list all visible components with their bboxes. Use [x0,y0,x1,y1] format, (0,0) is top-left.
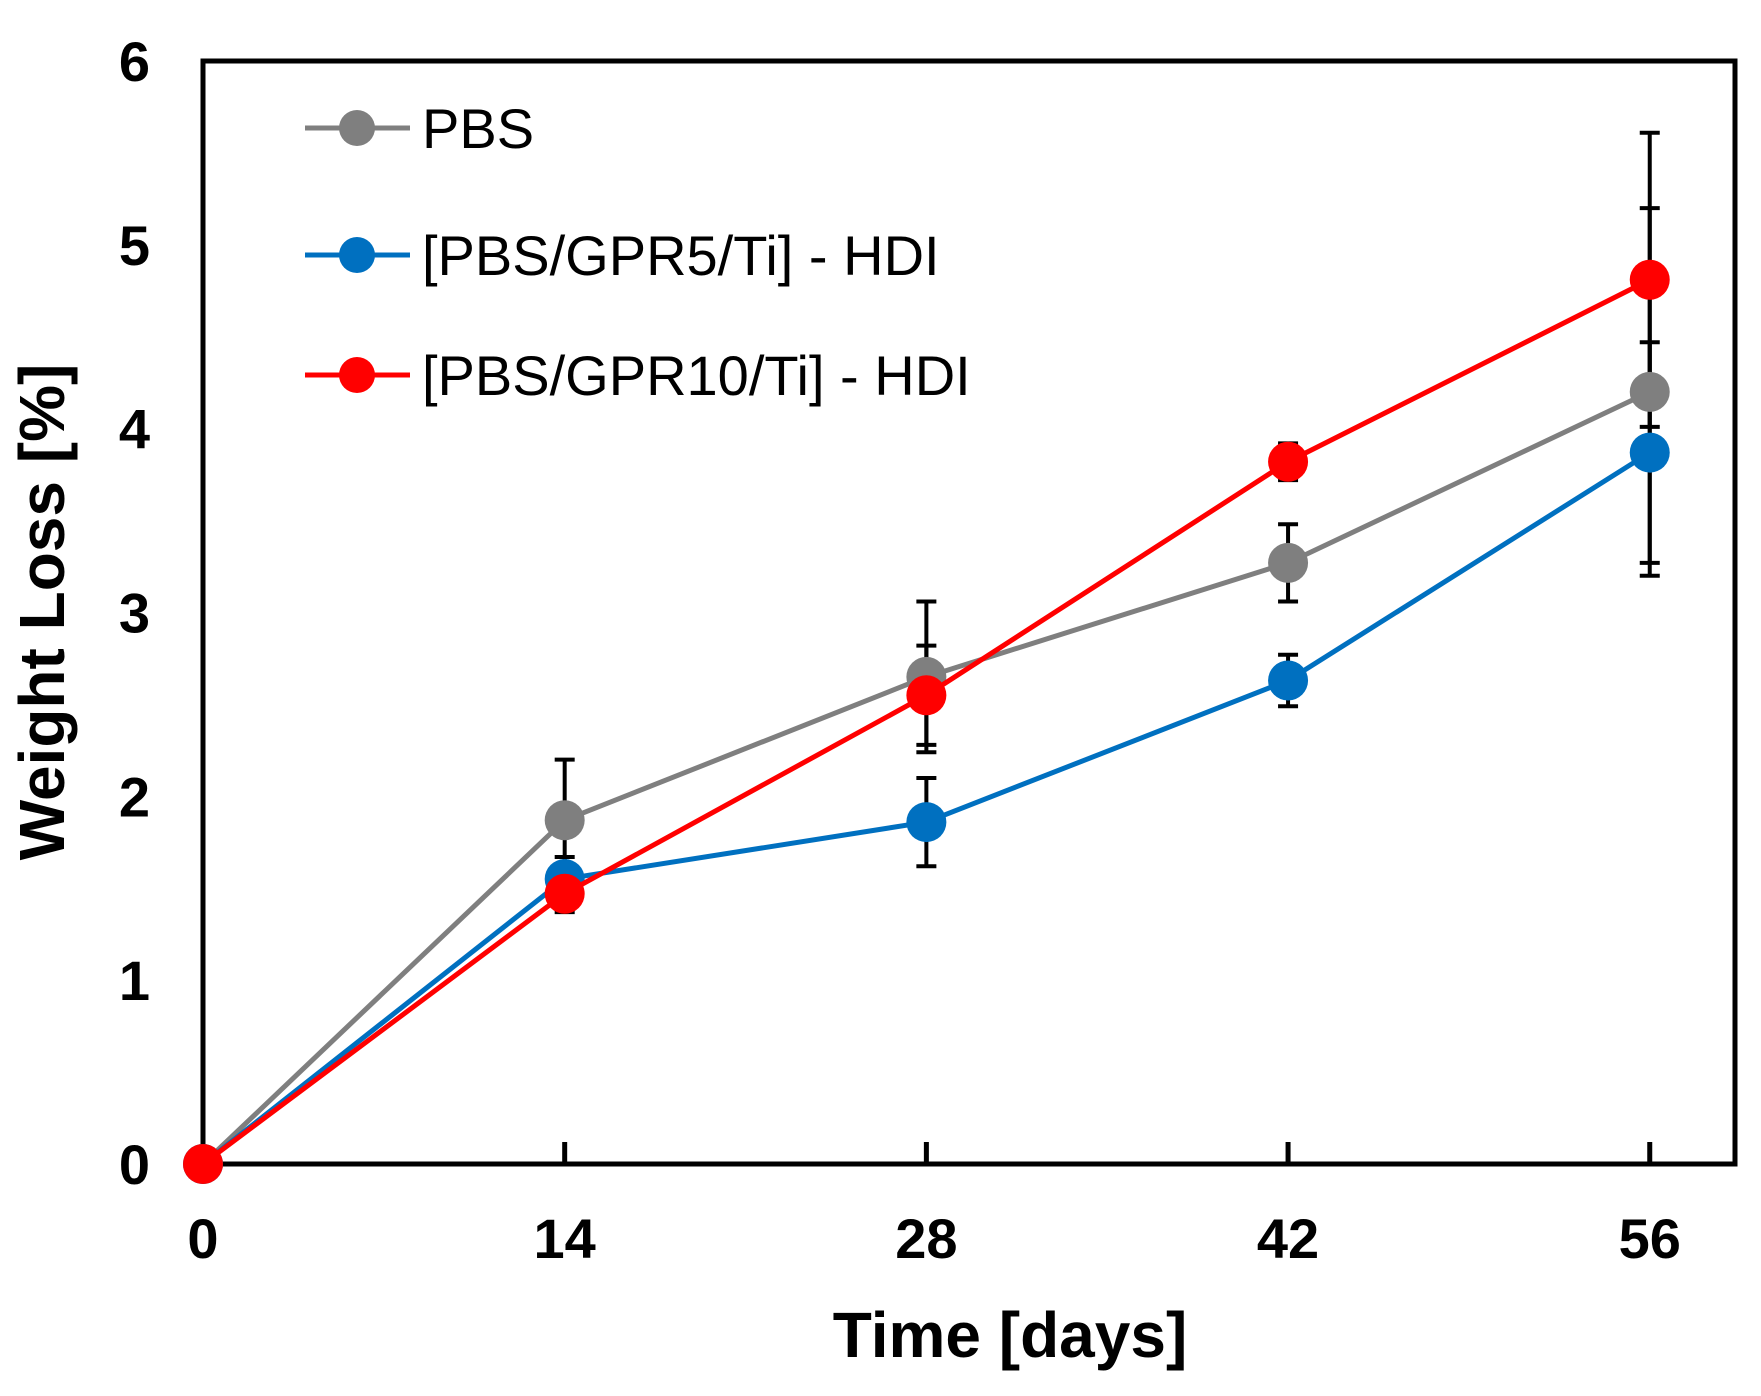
y-tick-label: 0 [119,1133,150,1196]
data-point [1268,660,1309,701]
x-tick-label: 14 [534,1207,596,1270]
y-axis-title: Weight Loss [%] [6,364,78,861]
y-tick-label: 6 [119,30,150,93]
error-bars-series-0 [554,206,1660,883]
data-point [544,800,585,841]
legend-marker-swatch [339,110,375,146]
x-tick-label: 42 [1257,1207,1319,1270]
data-point [544,873,585,914]
legend-marker-swatch [339,237,375,273]
legend-label: [PBS/GPR10/Ti] - HDI [422,344,971,407]
legend-entry-2: [PBS/GPR10/Ti] - HDI [305,344,971,407]
x-tick-label: 0 [187,1207,218,1270]
data-point [1629,432,1670,473]
data-point [1629,259,1670,300]
series-1 [183,432,1670,1184]
data-point [1268,441,1309,482]
y-tick-label: 1 [119,949,150,1012]
x-tick-label: 28 [895,1207,957,1270]
y-tick-label: 4 [119,398,150,461]
legend-marker-swatch [339,357,375,393]
legend-label: [PBS/GPR5/Ti] - HDI [422,224,940,287]
legend-entry-1: [PBS/GPR5/Ti] - HDI [305,224,940,287]
y-tick-label: 5 [119,214,150,277]
y-tick-label: 3 [119,582,150,645]
y-tick-label: 2 [119,765,150,828]
legend: PBS [PBS/GPR5/Ti] - HDI [PBS/GPR10/Ti] - H… [305,97,971,407]
data-point [1268,542,1309,583]
legend-entry-0: PBS [305,97,534,160]
series-2 [183,259,1670,1184]
series-layer [183,130,1670,1184]
data-point [1629,371,1670,412]
data-point [183,1144,223,1184]
data-point [906,675,947,716]
data-point [906,802,947,843]
x-tick-label: 56 [1619,1207,1681,1270]
x-axis-title: Time [days] [833,1299,1188,1371]
legend-label: PBS [422,97,534,160]
plot-area-frame [200,58,1738,1167]
